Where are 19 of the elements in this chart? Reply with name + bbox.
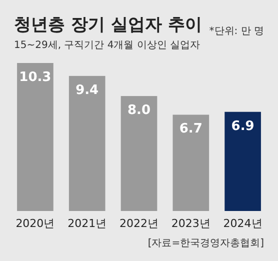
data-label: 10.3 xyxy=(19,70,52,85)
bar xyxy=(17,63,54,211)
bar xyxy=(68,76,106,211)
chart-title: 청년층 장기 실업자 추이 xyxy=(14,15,202,35)
text: [자료=한국경영자총협회] xyxy=(148,238,264,249)
text: *단위: 만 명 xyxy=(209,26,264,37)
x-tick-label: 2022년 xyxy=(120,217,158,230)
bar xyxy=(120,96,158,211)
x-tick-label: 2020년 xyxy=(16,217,55,230)
bar xyxy=(172,114,210,211)
x-tick-label: 2024년 xyxy=(223,217,262,230)
data-label: 6.7 xyxy=(179,122,202,137)
data-label: 8.0 xyxy=(127,103,151,118)
data-label: 9.4 xyxy=(76,82,99,98)
data-label: 6.9 xyxy=(231,118,254,134)
x-tick-label: 2023년 xyxy=(171,217,210,230)
bar xyxy=(224,112,261,211)
chart-subtitle: 15~29세, 구직기간 4개월 이상인 실업자 xyxy=(14,40,200,51)
x-tick-label: 2021년 xyxy=(68,217,107,230)
